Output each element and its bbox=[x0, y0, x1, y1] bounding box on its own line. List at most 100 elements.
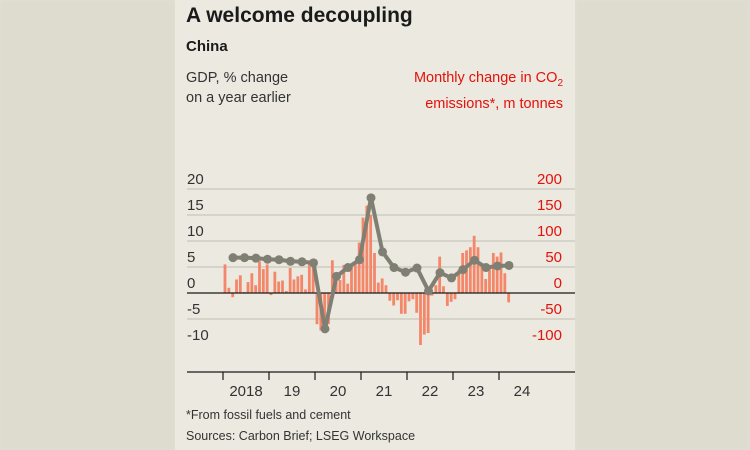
emissions-bar bbox=[445, 293, 449, 306]
emissions-bar bbox=[238, 275, 242, 293]
emissions-bar bbox=[342, 264, 346, 293]
x-tick-label: 23 bbox=[468, 383, 485, 400]
gdp-point bbox=[447, 273, 456, 283]
emissions-bar bbox=[453, 293, 457, 300]
gdp-point bbox=[228, 253, 238, 263]
emissions-bar bbox=[265, 264, 269, 293]
emissions-bar bbox=[353, 261, 357, 293]
emissions-bar bbox=[281, 280, 284, 293]
gdp-point bbox=[320, 324, 330, 334]
left-tick-label: 5 bbox=[187, 249, 195, 266]
gdp-point bbox=[458, 265, 468, 275]
gdp-point bbox=[493, 261, 502, 271]
emissions-bar bbox=[419, 293, 422, 345]
right-tick-label: 100 bbox=[537, 223, 562, 240]
emissions-bar bbox=[284, 290, 288, 293]
emissions-bar bbox=[250, 273, 254, 293]
chart-panel: A welcome decoupling China GDP, % change… bbox=[175, 0, 575, 450]
x-tick-label: 21 bbox=[376, 383, 393, 400]
sources: Sources: Carbon Brief; LSEG Workspace bbox=[186, 429, 416, 443]
emissions-bar bbox=[246, 282, 250, 293]
emissions-bar bbox=[350, 264, 353, 293]
gdp-point bbox=[378, 247, 387, 257]
emissions-bar bbox=[430, 293, 434, 296]
gdp-point bbox=[355, 255, 364, 265]
emissions-bar bbox=[399, 293, 403, 314]
emissions-bar bbox=[380, 278, 384, 293]
right-tick-label: 200 bbox=[537, 171, 562, 188]
right-axis-label-subscript: 2 bbox=[557, 77, 563, 89]
left-tick-label: 20 bbox=[187, 171, 204, 188]
emissions-bar bbox=[227, 287, 231, 293]
gdp-point bbox=[435, 268, 445, 278]
emissions-bar bbox=[323, 293, 327, 331]
emissions-bar bbox=[307, 263, 311, 293]
right-tick-label: 0 bbox=[554, 275, 562, 292]
right-axis-label-line2: emissions*, m tonnes bbox=[425, 95, 563, 112]
gdp-point bbox=[274, 255, 284, 265]
x-tick-label: 20 bbox=[330, 383, 347, 400]
emissions-bar bbox=[231, 293, 235, 298]
chart-subtitle: China bbox=[186, 38, 228, 55]
emissions-bar bbox=[488, 267, 491, 293]
gdp-point bbox=[366, 193, 376, 203]
emissions-bar bbox=[442, 286, 445, 293]
emissions-bar bbox=[396, 293, 399, 301]
left-tick-label: 15 bbox=[187, 197, 204, 214]
emissions-bar bbox=[292, 279, 296, 293]
gdp-point bbox=[389, 263, 399, 273]
emissions-bar bbox=[223, 264, 227, 293]
gdp-point bbox=[297, 257, 307, 267]
emissions-bar bbox=[376, 282, 380, 293]
emissions-bar bbox=[311, 264, 315, 293]
left-axis-label-line1: GDP, % change bbox=[186, 70, 289, 86]
right-tick-label: -100 bbox=[532, 327, 562, 344]
emissions-bar bbox=[422, 293, 426, 335]
right-tick-label: 150 bbox=[537, 197, 562, 214]
right-tick-label: 50 bbox=[545, 249, 562, 266]
gdp-point bbox=[251, 253, 261, 263]
blurred-background-left bbox=[0, 0, 175, 450]
gdp-point bbox=[309, 258, 318, 268]
emissions-bar bbox=[384, 285, 388, 293]
right-axis-label: Monthly change in CO2 emissions*, m tonn… bbox=[414, 68, 563, 114]
emissions-bar bbox=[288, 268, 292, 293]
emissions-bar bbox=[476, 247, 480, 293]
left-tick-label: -5 bbox=[187, 301, 200, 318]
gdp-point bbox=[504, 260, 514, 270]
left-axis-label: GDP, % change on a year earlier bbox=[186, 68, 291, 108]
gdp-point bbox=[332, 271, 341, 281]
left-axis-label-line2: on a year earlier bbox=[186, 90, 291, 106]
gdp-point bbox=[343, 263, 353, 273]
gdp-point bbox=[286, 256, 295, 266]
emissions-bar bbox=[338, 280, 342, 293]
emissions-bar bbox=[277, 281, 281, 293]
gdp-point bbox=[240, 253, 249, 263]
emissions-bar bbox=[269, 293, 273, 296]
emissions-bar bbox=[369, 215, 373, 293]
emissions-bar bbox=[300, 274, 304, 293]
emissions-bar bbox=[411, 293, 415, 300]
chart-title: A welcome decoupling bbox=[186, 4, 413, 27]
emissions-bar bbox=[407, 293, 411, 302]
emissions-bar bbox=[273, 271, 277, 293]
emissions-bar bbox=[365, 205, 369, 293]
emissions-bar bbox=[449, 293, 453, 302]
gdp-point bbox=[424, 286, 433, 296]
emissions-bar bbox=[468, 247, 472, 293]
gdp-point bbox=[412, 263, 422, 273]
left-tick-label: -10 bbox=[187, 327, 209, 344]
emissions-bar bbox=[258, 261, 261, 293]
gdp-point bbox=[470, 255, 479, 265]
right-tick-label: -50 bbox=[540, 301, 562, 318]
emissions-bar bbox=[495, 256, 499, 293]
x-tick-label: 19 bbox=[284, 383, 301, 400]
emissions-bar bbox=[373, 252, 376, 293]
footnote: *From fossil fuels and cement bbox=[186, 408, 351, 422]
emissions-bar bbox=[484, 278, 488, 293]
emissions-bar bbox=[235, 279, 238, 293]
gdp-point bbox=[401, 267, 410, 277]
emissions-bar bbox=[296, 276, 300, 293]
emissions-bar bbox=[507, 293, 511, 303]
